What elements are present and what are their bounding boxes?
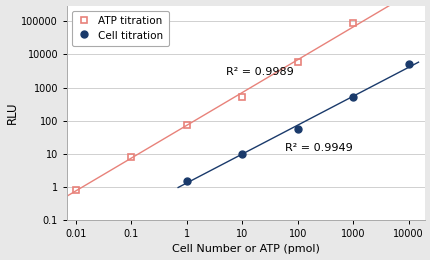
Cell titration	[184, 179, 189, 183]
ATP titration	[184, 123, 189, 126]
X-axis label: Cell Number or ATP (pmol): Cell Number or ATP (pmol)	[172, 244, 319, 255]
Cell titration	[350, 96, 355, 99]
ATP titration	[350, 21, 355, 24]
Text: R² = 0.9989: R² = 0.9989	[225, 67, 292, 77]
Y-axis label: RLU: RLU	[6, 101, 18, 124]
ATP titration	[73, 188, 78, 192]
Text: R² = 0.9949: R² = 0.9949	[285, 143, 352, 153]
Cell titration	[405, 63, 410, 66]
ATP titration	[128, 155, 133, 158]
Cell titration	[239, 152, 244, 155]
ATP titration	[239, 96, 244, 99]
ATP titration	[295, 60, 300, 63]
Cell titration	[295, 128, 300, 131]
Legend: ATP titration, Cell titration: ATP titration, Cell titration	[72, 11, 168, 46]
Line: Cell titration: Cell titration	[183, 61, 411, 184]
Line: ATP titration: ATP titration	[72, 20, 356, 193]
